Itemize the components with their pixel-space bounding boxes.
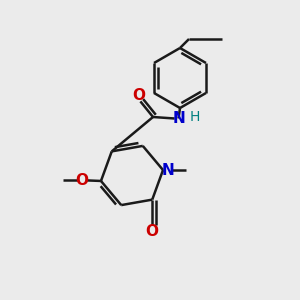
Text: O: O <box>75 173 88 188</box>
Text: H: H <box>190 110 200 124</box>
Text: O: O <box>146 224 159 239</box>
Text: N: N <box>172 111 185 126</box>
Text: N: N <box>162 163 175 178</box>
Text: O: O <box>132 88 146 103</box>
